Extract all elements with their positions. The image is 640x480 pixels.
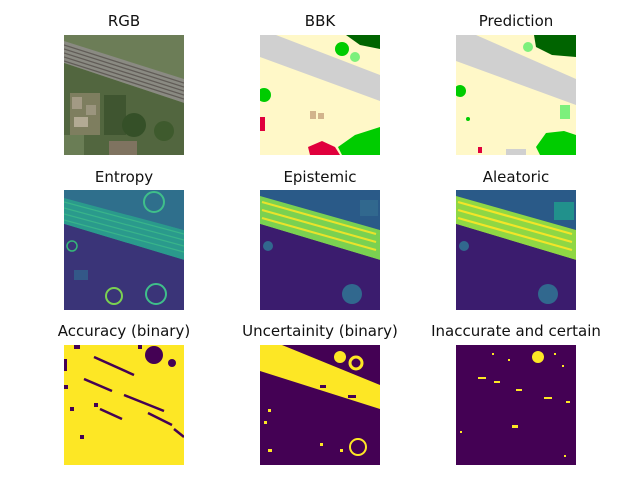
uncertainty-binary-map [260,345,380,465]
aleatoric-map [456,190,576,310]
panel-title-inaccurate-certain: Inaccurate and certain [431,322,601,340]
bbk-map [260,35,380,155]
entropy-map [64,190,184,310]
inaccurate-certain-map [456,345,576,465]
panel-title-uncertainty: Uncertainity (binary) [242,322,398,340]
panel-title-prediction: Prediction [478,12,554,30]
rgb-image [64,35,184,155]
panel-title-rgb: RGB [107,12,141,30]
panel-title-aleatoric: Aleatoric [482,168,550,186]
accuracy-binary-map [64,345,184,465]
epistemic-map [260,190,380,310]
panel-title-entropy: Entropy [94,168,154,186]
panel-title-accuracy: Accuracy (binary) [57,322,191,340]
panel-title-epistemic: Epistemic [283,168,357,186]
panel-title-bbk: BBK [304,12,336,30]
prediction-map [456,35,576,155]
